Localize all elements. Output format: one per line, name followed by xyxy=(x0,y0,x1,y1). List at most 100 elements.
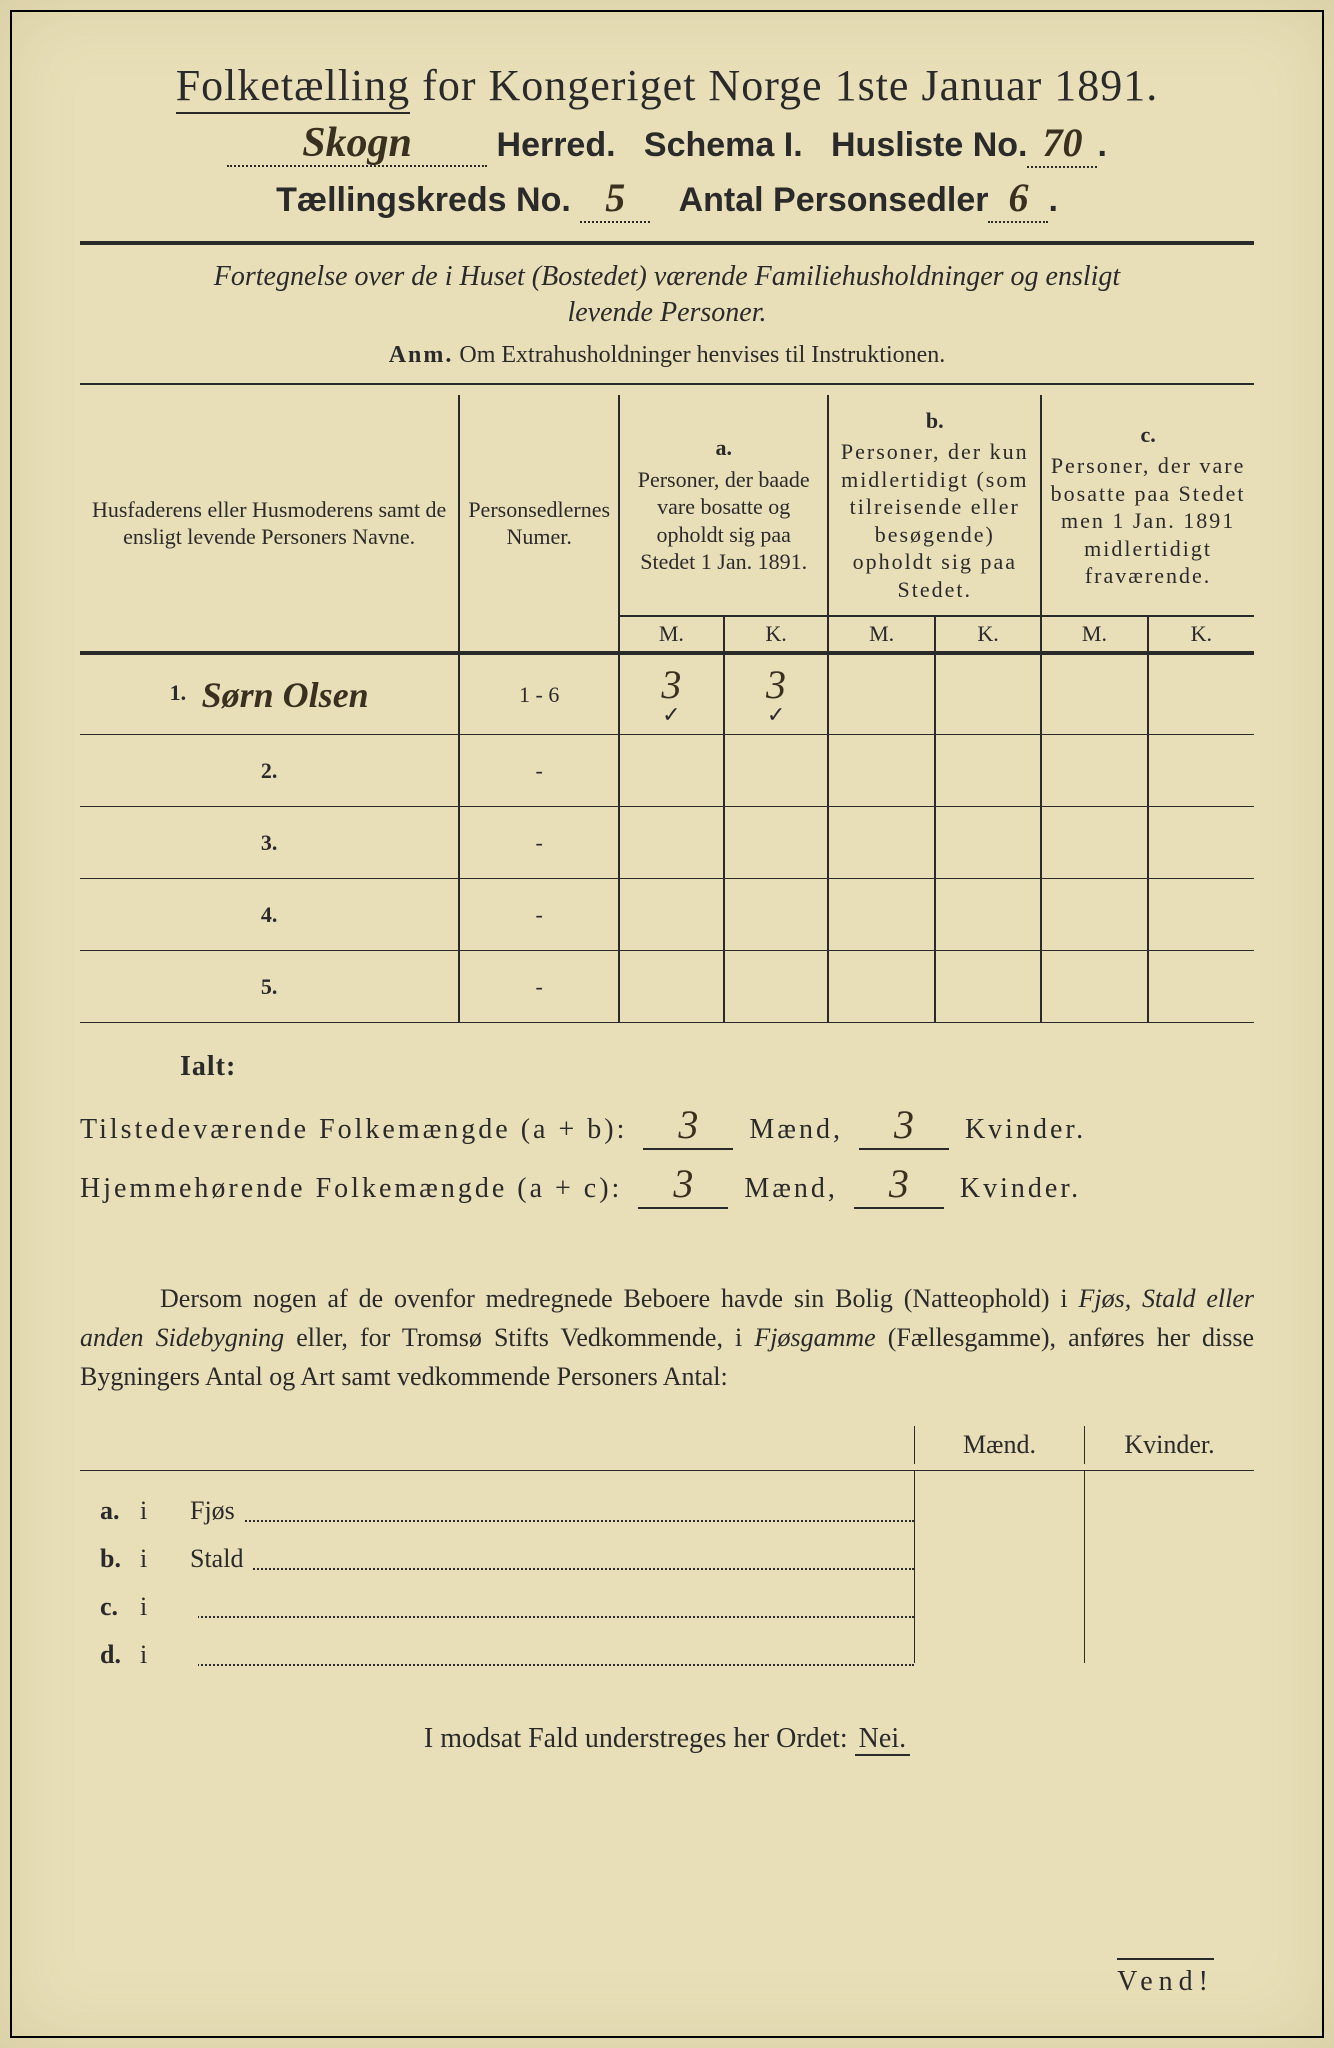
totals-row1-m-field: 3 xyxy=(643,1101,733,1150)
row-4-persed: - xyxy=(459,879,619,951)
col-b-k: K. xyxy=(935,616,1041,653)
col-header-persed: Personsedlernes Numer. xyxy=(459,395,619,654)
row-2-b-m xyxy=(828,735,935,807)
personsedler-no-field: 6 xyxy=(988,174,1048,223)
col-b-m: M. xyxy=(828,616,935,653)
row-2-a-m xyxy=(619,735,724,807)
table-row: 3. - xyxy=(80,807,1254,879)
nei-line: I modsat Fald understreges her Ordet: Ne… xyxy=(80,1723,1254,1755)
bottom-row-b-m xyxy=(914,1519,1084,1567)
bottom-row-a-text: Fjøs xyxy=(190,1496,914,1526)
row-1-b-k xyxy=(935,653,1041,735)
main-table: Husfaderens eller Husmoderens samt de en… xyxy=(80,395,1254,1024)
col-a-k: K. xyxy=(724,616,829,653)
vend-label: Vend! xyxy=(1117,1958,1214,1998)
bottom-table: Mænd. Kvinder. a. i Fjøs b. i Stald c. i xyxy=(80,1426,1254,1663)
schema-label: Schema I. xyxy=(644,126,803,164)
row-4-a-m xyxy=(619,879,724,951)
totals-row1-label: Tilstedeværende Folkemængde (a + b): xyxy=(80,1114,627,1145)
husliste-no-field: 70 xyxy=(1027,119,1097,168)
herred-field: Skogn xyxy=(227,126,487,167)
row-5-label: 5. xyxy=(80,951,459,1023)
table-row: 2. - xyxy=(80,735,1254,807)
totals-row1-k-field: 3 xyxy=(859,1101,949,1150)
row-2-a-k xyxy=(724,735,829,807)
bottom-kvinder-header: Kvinder. xyxy=(1084,1426,1254,1464)
bottom-row-d-m xyxy=(914,1615,1084,1663)
col-a-m: M. xyxy=(619,616,724,653)
row-3-b-k xyxy=(935,807,1041,879)
totals-row-1: Tilstedeværende Folkemængde (a + b): 3 M… xyxy=(80,1101,1254,1150)
row-1-b-m xyxy=(828,653,935,735)
row-4-label: 4. xyxy=(80,879,459,951)
row-1-c-k xyxy=(1148,653,1254,735)
header-line-3: Tællingskreds No. 5 Antal Personsedler6. xyxy=(80,174,1254,223)
herred-handwritten: Skogn xyxy=(302,120,412,166)
herred-label: Herred. xyxy=(487,126,616,164)
row-5-c-m xyxy=(1041,951,1148,1023)
kreds-no: 5 xyxy=(605,175,625,220)
personsedler-label: Antal Personsedler xyxy=(679,181,989,219)
totals-row2-k-field: 3 xyxy=(854,1160,944,1209)
row-1-a-k: 3✓ xyxy=(724,653,829,735)
rule-2 xyxy=(80,383,1254,385)
bottom-row-c-m xyxy=(914,1567,1084,1615)
bottom-rows: a. i Fjøs b. i Stald c. i d. xyxy=(80,1471,1254,1663)
bottom-row-c-k xyxy=(1084,1567,1254,1615)
row-5-b-k xyxy=(935,951,1041,1023)
anm-note: Anm. Om Extrahusholdninger henvises til … xyxy=(80,342,1254,369)
totals-kvinder-2: Kvinder. xyxy=(960,1173,1081,1204)
bottom-row-a: a. i Fjøs xyxy=(80,1471,1254,1519)
ialt-label: Ialt: xyxy=(180,1051,1254,1083)
row-2-c-k xyxy=(1148,735,1254,807)
husliste-no: 70 xyxy=(1042,120,1082,165)
col-header-a: a.Personer, der baade vare bosatte og op… xyxy=(619,395,828,617)
bottom-row-b-k xyxy=(1084,1519,1254,1567)
row-5-a-k xyxy=(724,951,829,1023)
row-1-name: Sørn Olsen xyxy=(202,681,369,710)
bottom-row-b: b. i Stald xyxy=(80,1519,1254,1567)
row-1-persed: 1 - 6 xyxy=(459,653,619,735)
row-3-persed: - xyxy=(459,807,619,879)
totals-maend-1: Mænd, xyxy=(749,1114,843,1145)
row-3-c-k xyxy=(1148,807,1254,879)
row-3-a-k xyxy=(724,807,829,879)
row-2-persed: - xyxy=(459,735,619,807)
bottom-row-a-k xyxy=(1084,1471,1254,1519)
census-form-page: Folketælling for Kongeriget Norge 1ste J… xyxy=(0,0,1334,2048)
row-3-label: 3. xyxy=(80,807,459,879)
personsedler-no: 6 xyxy=(1008,175,1028,220)
totals-kvinder-1: Kvinder. xyxy=(965,1114,1086,1145)
kreds-label: Tællingskreds No. xyxy=(276,181,571,219)
totals-row2-label: Hjemmehørende Folkemængde (a + c): xyxy=(80,1173,622,1204)
row-5-b-m xyxy=(828,951,935,1023)
totals-section: Ialt: Tilstedeværende Folkemængde (a + b… xyxy=(80,1051,1254,1209)
anm-label: Anm. xyxy=(389,342,454,368)
row-2-label: 2. xyxy=(80,735,459,807)
subtitle: Fortegnelse over de i Huset (Bostedet) v… xyxy=(80,259,1254,332)
table-row: 1. Sørn Olsen 1 - 6 3✓ 3✓ xyxy=(80,653,1254,735)
bottom-row-a-m xyxy=(914,1471,1084,1519)
bottom-row-c: c. i xyxy=(80,1567,1254,1615)
bottom-row-d-text xyxy=(190,1640,914,1670)
bottom-row-c-text xyxy=(190,1592,914,1622)
row-3-a-m xyxy=(619,807,724,879)
row-4-b-k xyxy=(935,879,1041,951)
subtitle-line1: Fortegnelse over de i Huset (Bostedet) v… xyxy=(214,261,1120,292)
table-row: 5. - xyxy=(80,951,1254,1023)
title-underlined: Folketælling xyxy=(176,61,410,114)
col-c-m: M. xyxy=(1041,616,1148,653)
row-2-c-m xyxy=(1041,735,1148,807)
row-4-c-m xyxy=(1041,879,1148,951)
row-2-b-k xyxy=(935,735,1041,807)
row-5-a-m xyxy=(619,951,724,1023)
anm-text: Om Extrahusholdninger henvises til Instr… xyxy=(453,342,945,368)
table-row: 4. - xyxy=(80,879,1254,951)
row-1-c-m xyxy=(1041,653,1148,735)
instruction-paragraph: Dersom nogen af de ovenfor medregnede Be… xyxy=(80,1279,1254,1396)
totals-maend-2: Mænd, xyxy=(744,1173,838,1204)
row-5-c-k xyxy=(1148,951,1254,1023)
rule-1 xyxy=(80,241,1254,245)
title-rest: for Kongeriget Norge 1ste Januar 1891. xyxy=(410,61,1158,110)
row-1-label: 1. Sørn Olsen xyxy=(80,653,459,735)
